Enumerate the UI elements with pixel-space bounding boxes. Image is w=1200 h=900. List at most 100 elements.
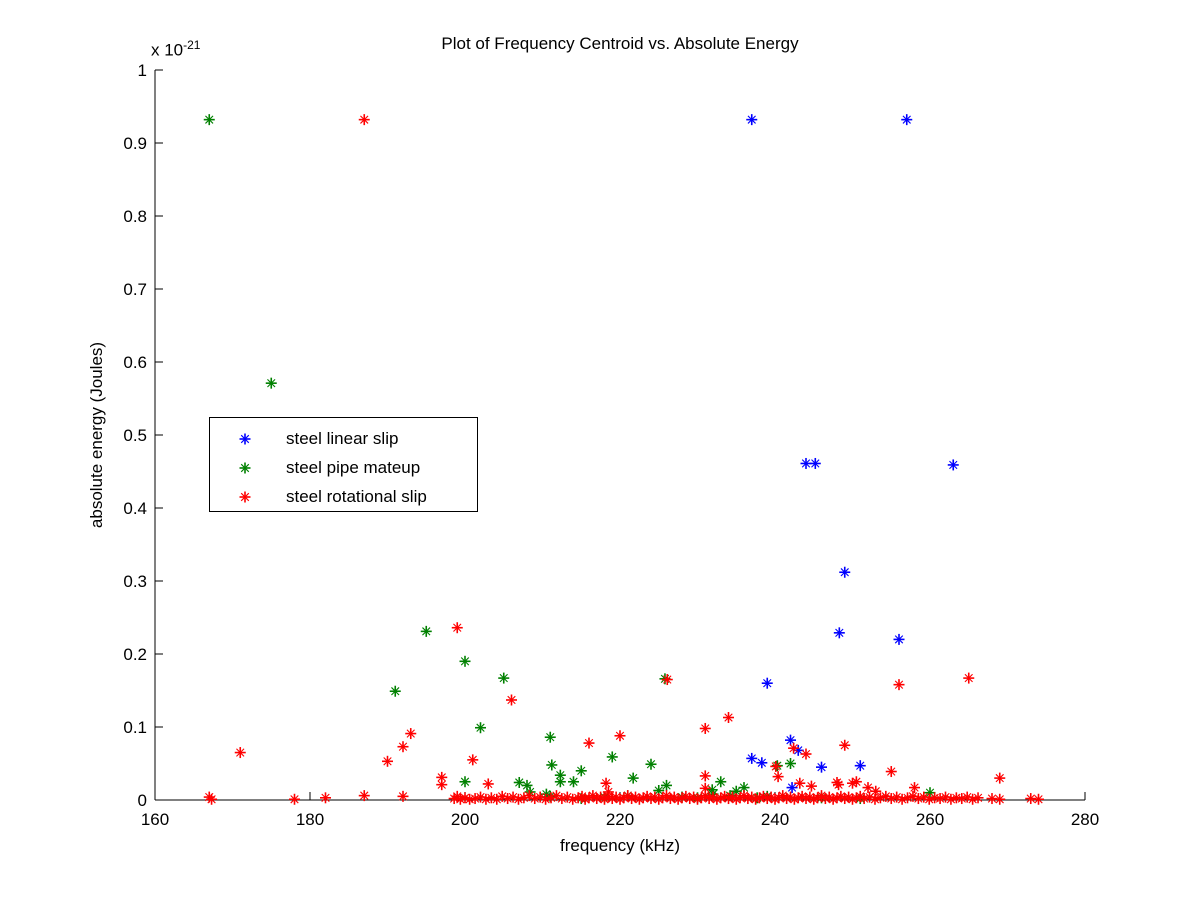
legend-marker-asterisk-icon — [239, 491, 251, 502]
data-point-asterisk-icon — [405, 728, 417, 740]
y-tick-label: 0.2 — [123, 645, 147, 664]
data-point-asterisk-icon — [513, 776, 525, 788]
series-steel-rotational-slip — [203, 114, 1044, 805]
data-point-asterisk-icon — [786, 782, 798, 794]
data-point-asterisk-icon — [554, 776, 566, 788]
x-tick-label: 280 — [1071, 810, 1099, 829]
data-point-asterisk-icon — [833, 627, 845, 639]
data-point-asterisk-icon — [912, 793, 924, 805]
y-axis-exponent: x 10-21 — [151, 38, 200, 61]
data-point-asterisk-icon — [874, 792, 886, 804]
data-point-asterisk-icon — [833, 779, 845, 791]
legend-label: steel rotational slip — [286, 487, 427, 506]
y-tick-label: 1 — [138, 61, 147, 80]
data-point-asterisk-icon — [754, 792, 765, 804]
data-point-asterisk-icon — [467, 754, 479, 766]
legend-label: steel linear slip — [286, 429, 399, 448]
legend-entry: steel linear slip — [210, 424, 477, 453]
legend-marker-asterisk-icon — [239, 462, 251, 473]
data-point-asterisk-icon — [358, 114, 370, 126]
data-point-asterisk-icon — [506, 694, 517, 706]
y-tick-label: 0.5 — [123, 426, 147, 445]
data-point-asterisk-icon — [723, 712, 734, 724]
data-point-asterisk-icon — [289, 793, 300, 805]
data-point-asterisk-icon — [397, 741, 409, 753]
data-point-asterisk-icon — [206, 793, 218, 805]
y-exponent-base: x 10 — [151, 40, 184, 60]
y-tick-label: 0.9 — [123, 134, 147, 153]
data-point-asterisk-icon — [544, 731, 556, 743]
x-tick-label: 160 — [141, 810, 169, 829]
data-point-asterisk-icon — [994, 793, 1006, 805]
data-point-asterisk-icon — [436, 779, 448, 791]
data-point-asterisk-icon — [761, 677, 773, 689]
x-axis-label: frequency (kHz) — [560, 836, 680, 855]
legend-entry: steel pipe mateup — [210, 453, 477, 482]
data-point-asterisk-icon — [661, 674, 673, 686]
y-tick-label: 0 — [138, 791, 147, 810]
data-point-asterisk-icon — [546, 759, 558, 771]
data-point-asterisk-icon — [203, 114, 215, 126]
data-point-asterisk-icon — [498, 672, 510, 684]
data-point-asterisk-icon — [320, 792, 331, 804]
data-point-asterisk-icon — [239, 433, 251, 444]
y-tick-label: 0.1 — [123, 718, 147, 737]
y-tick-label: 0.6 — [123, 353, 147, 372]
data-point-asterisk-icon — [661, 779, 672, 791]
data-point-asterisk-icon — [614, 730, 626, 742]
chart-title: Plot of Frequency Centroid vs. Absolute … — [441, 34, 799, 53]
data-point-asterisk-icon — [805, 780, 817, 792]
legend: steel linear slip steel pipe mateup steel … — [209, 417, 478, 512]
data-point-asterisk-icon — [870, 785, 882, 797]
data-point-asterisk-icon — [816, 761, 827, 773]
data-point-asterisk-icon — [382, 755, 393, 767]
data-point-asterisk-icon — [568, 776, 579, 788]
data-point-asterisk-icon — [389, 685, 401, 697]
y-tick-label: 0.7 — [123, 280, 147, 299]
y-tick-label: 0.4 — [123, 499, 147, 518]
data-point-asterisk-icon — [893, 679, 905, 691]
legend-marker-asterisk-icon — [239, 433, 251, 444]
data-point-asterisk-icon — [862, 782, 874, 794]
data-point-asterisk-icon — [902, 792, 914, 804]
y-exponent-power: -21 — [183, 38, 201, 52]
data-point-asterisk-icon — [606, 751, 618, 763]
data-point-asterisk-icon — [459, 776, 471, 788]
data-point-asterisk-icon — [715, 776, 727, 788]
series-steel-linear-slip — [746, 114, 959, 794]
data-point-asterisk-icon — [772, 771, 784, 783]
data-point-asterisk-icon — [839, 739, 851, 751]
data-point-asterisk-icon — [699, 770, 711, 782]
data-point-asterisk-icon — [909, 782, 920, 794]
data-point-asterisk-icon — [963, 672, 975, 684]
data-point-asterisk-icon — [794, 777, 806, 789]
data-point-asterisk-icon — [885, 766, 897, 778]
data-point-asterisk-icon — [901, 114, 913, 126]
data-point-asterisk-icon — [746, 752, 758, 764]
data-point-asterisk-icon — [420, 625, 432, 637]
data-point-asterisk-icon — [854, 760, 866, 772]
data-point-asterisk-icon — [809, 457, 821, 469]
data-point-asterisk-icon — [893, 633, 905, 645]
data-point-asterisk-icon — [972, 792, 984, 804]
data-point-asterisk-icon — [459, 655, 471, 667]
data-point-asterisk-icon — [847, 777, 858, 789]
data-point-asterisk-icon — [397, 790, 409, 802]
data-point-asterisk-icon — [239, 491, 251, 502]
y-tick-label: 0.8 — [123, 207, 147, 226]
data-point-asterisk-icon — [583, 737, 595, 749]
data-point-asterisk-icon — [575, 765, 587, 777]
data-point-asterisk-icon — [451, 622, 463, 634]
data-point-asterisk-icon — [994, 772, 1006, 784]
legend-entry: steel rotational slip — [210, 482, 477, 511]
data-point-asterisk-icon — [627, 772, 639, 784]
data-point-asterisk-icon — [785, 734, 796, 746]
data-point-asterisk-icon — [684, 793, 696, 805]
x-tick-label: 260 — [916, 810, 944, 829]
data-point-asterisk-icon — [800, 457, 812, 469]
data-point-asterisk-icon — [746, 114, 758, 126]
data-point-asterisk-icon — [923, 793, 935, 805]
legend-label: steel pipe mateup — [286, 458, 421, 477]
